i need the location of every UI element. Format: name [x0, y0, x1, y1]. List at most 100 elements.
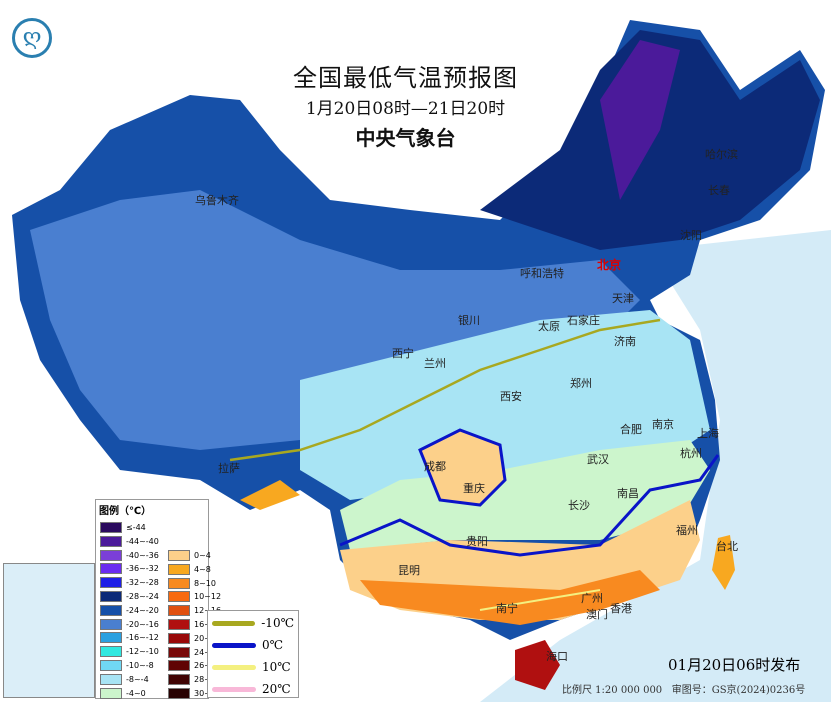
temp-zone-minus4 — [340, 440, 710, 550]
isotherm-legend-item: 20℃ — [212, 679, 294, 699]
legend-swatch — [168, 619, 190, 630]
legend-title: 图例（℃） — [99, 506, 152, 517]
city-label: 郑州 — [570, 377, 592, 390]
city-label: 成都 — [424, 460, 446, 473]
legend-swatch — [168, 632, 190, 644]
legend-swatch — [100, 618, 122, 630]
legend-swatch — [100, 535, 122, 547]
legend-swatch — [100, 577, 122, 589]
isotherm-0c-basin — [418, 428, 507, 507]
map-scale: 比例尺 1:20 000 000 — [562, 685, 663, 696]
legend-item: -28~-24 — [100, 591, 159, 602]
city-label: 沈阳 — [680, 229, 702, 242]
city-label: 石家庄 — [567, 314, 600, 327]
legend-item: 10~12 — [168, 591, 222, 603]
cma-logo-icon: ღ — [12, 18, 52, 58]
legend-swatch — [168, 563, 190, 575]
legend-swatch — [168, 591, 190, 603]
legend-swatch — [168, 646, 190, 658]
temp-zone-hainan — [515, 640, 560, 690]
city-label: 杭州 — [680, 447, 702, 460]
isotherm-label: 0℃ — [262, 638, 284, 652]
approval-number: 审图号：GS京(2024)0236号 — [671, 685, 806, 696]
isotherm-label: 10℃ — [262, 660, 291, 674]
city-label: 长沙 — [568, 499, 590, 512]
city-label: 南昌 — [617, 487, 639, 500]
city-label: 合肥 — [620, 423, 642, 436]
legend-label: -12~-10 — [126, 647, 159, 657]
legend-item: -32~-28 — [100, 577, 159, 589]
city-label: 武汉 — [587, 453, 609, 466]
legend-swatch — [100, 549, 122, 561]
map-title: 全国最低气温预报图 — [293, 64, 518, 92]
legend-label: 8~10 — [194, 578, 216, 588]
isotherm-line-swatch — [212, 620, 256, 626]
legend-label: -28~-24 — [126, 592, 159, 601]
legend-swatch — [168, 674, 190, 686]
legend-swatch — [168, 605, 190, 617]
legend-item: -12~-10 — [100, 646, 159, 658]
city-label: 广州 — [581, 592, 603, 605]
isotherm-minus10c — [229, 318, 661, 462]
city-label: 西安 — [500, 390, 522, 403]
legend-item: -8~-4 — [100, 673, 149, 685]
city-label: 兰州 — [424, 357, 446, 370]
legend-label: -10~-8 — [126, 661, 154, 670]
city-label: 上海 — [697, 427, 719, 440]
legend-label: -44~-40 — [126, 536, 159, 546]
legend-label: 10~12 — [194, 592, 222, 602]
issuer: 中央气象台 — [355, 126, 456, 150]
legend-label: -32~-28 — [126, 578, 159, 588]
issue-time: 01月20日06时发布 — [668, 656, 801, 674]
city-label-capital: 北京 — [597, 258, 622, 272]
city-label: 澳门 — [586, 608, 608, 621]
city-label: 哈尔滨 — [705, 148, 738, 161]
legend-item: -44~-40 — [100, 535, 159, 547]
legend-item: 0~4 — [168, 550, 211, 561]
map-scale-approval: 比例尺 1:20 000 000 审图号：GS京(2024)0236号 — [562, 681, 805, 696]
city-label: 银川 — [458, 314, 480, 327]
legend-item: -16~-12 — [100, 632, 159, 644]
legend-item: -40~-36 — [100, 549, 159, 561]
temp-zone-extreme-cold — [600, 40, 680, 200]
isotherm-line-swatch — [212, 664, 256, 670]
legend-label: 0~4 — [194, 551, 211, 560]
city-label: 拉萨 — [218, 462, 240, 475]
legend: 图例（℃） ≤-44 -44~-40 -40~-36 -36~-32 -32~-28 -2… — [95, 499, 221, 699]
legend-swatch — [168, 550, 190, 561]
legend-label: -24~-20 — [126, 605, 159, 615]
legend-item: ≤-44 — [100, 522, 146, 533]
city-label: 太原 — [538, 320, 560, 333]
legend-swatch — [168, 660, 190, 672]
legend-label: -4~0 — [126, 688, 146, 698]
legend-label: -20~-16 — [126, 619, 159, 629]
city-label: 重庆 — [463, 482, 485, 495]
city-label: 乌鲁木齐 — [195, 194, 239, 207]
forecast-period: 1月20日08时—21日20时 — [305, 99, 506, 119]
isotherm-legend-item: 10℃ — [212, 657, 294, 677]
legend-swatch — [168, 688, 190, 699]
legend-label: -8~-4 — [126, 674, 149, 684]
legend-swatch — [100, 646, 122, 658]
city-label: 台北 — [716, 540, 738, 553]
legend-item: 4~8 — [168, 563, 211, 575]
city-label: 济南 — [614, 335, 636, 348]
isotherm-legend-item: 0℃ — [212, 635, 294, 655]
legend-item: -36~-32 — [100, 563, 159, 575]
isotherm-0c — [339, 454, 720, 557]
city-label: 南京 — [652, 418, 674, 431]
legend-item: -20~-16 — [100, 618, 159, 630]
isotherm-label: -10℃ — [261, 616, 294, 630]
temp-zone-tibet-south — [240, 480, 300, 510]
city-label: 西宁 — [392, 347, 414, 360]
city-label: 长春 — [708, 184, 730, 197]
legend-swatch — [100, 563, 122, 575]
legend-swatch — [100, 673, 122, 685]
legend-swatch — [100, 522, 122, 533]
isotherm-legend: -10℃ 0℃ 10℃ 20℃ — [207, 610, 299, 698]
isotherm-10c — [479, 589, 601, 611]
legend-swatch — [100, 660, 122, 671]
city-label: 呼和浩特 — [520, 267, 564, 280]
